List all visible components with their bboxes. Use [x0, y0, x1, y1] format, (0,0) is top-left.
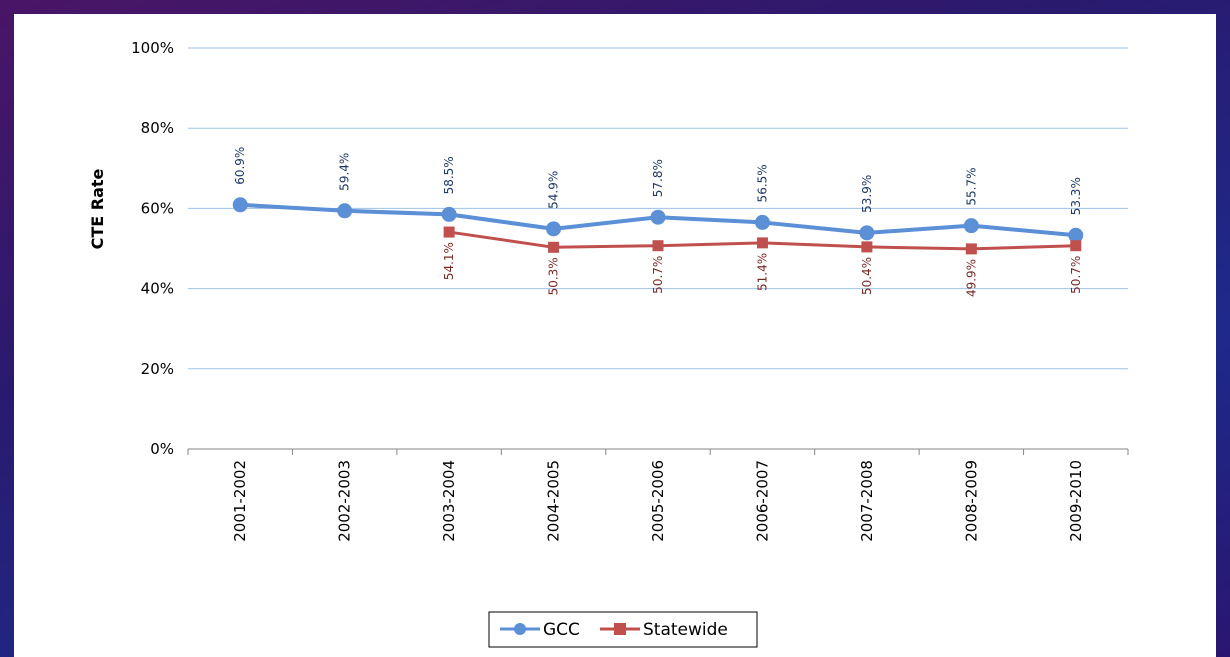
statewide-data-label: 50.4% [860, 257, 874, 295]
statewide-data-point [443, 226, 455, 238]
statewide-data-label: 51.4% [755, 253, 769, 291]
y-tick-label: 0% [150, 440, 174, 458]
statewide-data-point [1070, 240, 1082, 252]
x-tick-label: 2004-2005 [545, 460, 563, 542]
gcc-data-label: 55.7% [964, 168, 978, 206]
y-tick-label: 40% [141, 280, 174, 298]
statewide-data-label: 50.3% [547, 257, 561, 295]
statewide-data-label: 50.7% [651, 256, 665, 294]
x-tick-label: 2005-2006 [649, 460, 667, 542]
x-tick-label: 2009-2010 [1067, 460, 1085, 542]
statewide-data-point [861, 241, 873, 253]
statewide-data-label: 54.1% [442, 242, 456, 280]
y-tick-label: 20% [141, 360, 174, 378]
y-tick-label: 60% [141, 199, 174, 217]
y-axis-label: CTE Rate [88, 168, 107, 249]
legend-gcc-marker [514, 623, 526, 635]
gcc-data-label: 53.3% [1069, 177, 1083, 215]
legend-statewide-marker [614, 623, 626, 635]
x-tick-label: 2003-2004 [440, 460, 458, 542]
gcc-data-label: 57.8% [651, 159, 665, 197]
gcc-data-point [754, 214, 770, 230]
x-tick-label: 2002-2003 [336, 460, 354, 542]
gcc-data-point [337, 203, 353, 219]
gcc-data-point [232, 197, 248, 213]
axes: 0% 20% 40% 60% 80% 100% 2001-2002 2002-2003 2003… [131, 39, 1129, 542]
series: 60.9% 59.4% 58.5% 54.9% 57.8% 56.5% 53.9% 55.7%… [232, 147, 1084, 297]
legend-gcc-label: GCC [543, 620, 580, 640]
gcc-data-point [441, 206, 457, 222]
gcc-data-point [859, 225, 875, 241]
gcc-data-point [1068, 227, 1084, 243]
x-tick-label: 2007-2008 [858, 460, 876, 542]
gcc-data-label: 53.9% [860, 175, 874, 213]
gcc-data-label: 56.5% [755, 164, 769, 202]
y-tick-label: 80% [141, 119, 174, 137]
gcc-data-label: 60.9% [233, 147, 247, 185]
chart-panel [14, 14, 1216, 657]
x-tick-label: 2001-2002 [231, 460, 249, 542]
gcc-data-point [546, 221, 562, 237]
gcc-data-label: 54.9% [547, 171, 561, 209]
statewide-data-label: 50.7% [1069, 256, 1083, 294]
statewide-data-point [652, 240, 664, 252]
x-tick-label: 2006-2007 [753, 460, 771, 542]
x-tick-label: 2008-2009 [962, 460, 980, 542]
gcc-data-point [963, 218, 979, 234]
gcc-data-label: 59.4% [338, 153, 352, 191]
y-tick-label: 100% [131, 39, 174, 57]
statewide-data-point [548, 241, 560, 253]
statewide-data-label: 49.9% [964, 259, 978, 297]
gcc-data-label: 58.5% [442, 156, 456, 194]
gcc-data-point [650, 209, 666, 225]
statewide-data-point [756, 237, 768, 249]
statewide-data-point [965, 243, 977, 255]
legend-statewide-label: Statewide [643, 620, 728, 640]
legend: GCC Statewide [488, 611, 758, 648]
